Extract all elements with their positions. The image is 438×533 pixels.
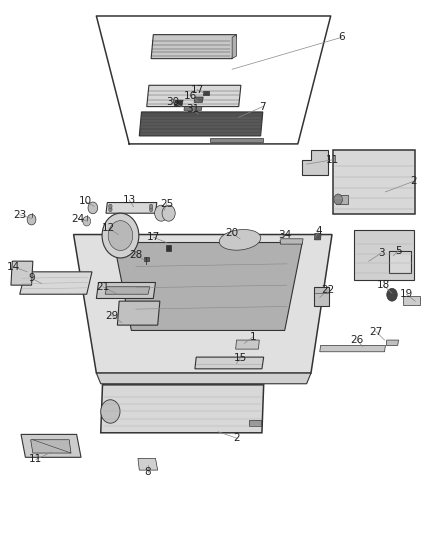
Text: 16: 16: [184, 91, 197, 101]
Text: 15: 15: [233, 353, 247, 363]
Polygon shape: [333, 150, 415, 214]
Polygon shape: [20, 272, 92, 294]
Polygon shape: [147, 85, 241, 107]
Polygon shape: [106, 203, 157, 213]
Polygon shape: [184, 107, 202, 110]
Polygon shape: [336, 195, 348, 204]
Text: 8: 8: [145, 467, 152, 477]
Polygon shape: [105, 287, 150, 294]
Circle shape: [334, 194, 343, 205]
Text: 28: 28: [129, 250, 142, 260]
Circle shape: [102, 213, 139, 258]
Circle shape: [149, 207, 153, 212]
Text: 12: 12: [102, 223, 115, 233]
Circle shape: [101, 400, 120, 423]
Text: 2: 2: [410, 176, 417, 186]
Text: 24: 24: [71, 214, 85, 223]
Text: 10: 10: [79, 197, 92, 206]
Circle shape: [162, 205, 175, 221]
Polygon shape: [166, 245, 171, 251]
Polygon shape: [389, 251, 411, 273]
Polygon shape: [195, 357, 264, 369]
Polygon shape: [232, 35, 237, 59]
Polygon shape: [101, 385, 264, 433]
Circle shape: [109, 204, 112, 208]
Polygon shape: [210, 138, 263, 142]
Ellipse shape: [219, 230, 261, 250]
Text: 17: 17: [191, 85, 204, 94]
Text: 9: 9: [28, 273, 35, 283]
Circle shape: [155, 205, 168, 221]
Circle shape: [387, 288, 397, 301]
Text: 22: 22: [321, 286, 334, 295]
Text: 4: 4: [315, 226, 322, 236]
Text: 31: 31: [186, 104, 199, 114]
Circle shape: [108, 221, 133, 251]
Polygon shape: [31, 440, 71, 453]
Text: 14: 14: [7, 262, 20, 271]
Polygon shape: [249, 420, 261, 426]
Polygon shape: [174, 100, 183, 107]
Circle shape: [109, 207, 112, 212]
Polygon shape: [114, 243, 302, 330]
Text: 11: 11: [325, 155, 339, 165]
Text: 21: 21: [96, 282, 110, 292]
Polygon shape: [96, 282, 155, 298]
Polygon shape: [386, 340, 399, 345]
Text: 29: 29: [105, 311, 118, 320]
Text: 11: 11: [29, 455, 42, 464]
Polygon shape: [354, 230, 414, 280]
Text: 23: 23: [13, 210, 26, 220]
Text: 13: 13: [123, 195, 136, 205]
Polygon shape: [138, 458, 158, 470]
Text: 1: 1: [250, 332, 257, 342]
Polygon shape: [403, 296, 420, 305]
Text: 6: 6: [338, 33, 345, 42]
Circle shape: [88, 202, 98, 214]
Text: 34: 34: [278, 230, 291, 239]
Text: 7: 7: [259, 102, 266, 111]
Text: 5: 5: [395, 246, 402, 255]
Polygon shape: [203, 91, 209, 95]
Circle shape: [27, 214, 36, 225]
Polygon shape: [144, 257, 149, 261]
Text: 25: 25: [160, 199, 173, 208]
Text: 19: 19: [400, 289, 413, 299]
Text: 2: 2: [233, 433, 240, 443]
Polygon shape: [320, 345, 385, 352]
Polygon shape: [96, 373, 311, 384]
Text: 18: 18: [377, 280, 390, 290]
Polygon shape: [151, 35, 237, 59]
Text: 27: 27: [369, 327, 382, 336]
Polygon shape: [280, 239, 303, 244]
Text: 17: 17: [147, 232, 160, 242]
Polygon shape: [236, 340, 259, 349]
Polygon shape: [194, 97, 203, 102]
Polygon shape: [11, 261, 33, 285]
Polygon shape: [314, 287, 329, 306]
Polygon shape: [74, 235, 332, 373]
Text: 26: 26: [350, 335, 364, 345]
Polygon shape: [117, 301, 160, 325]
Polygon shape: [314, 233, 321, 240]
Text: 30: 30: [166, 98, 180, 107]
Text: 3: 3: [378, 248, 385, 258]
Text: 20: 20: [226, 229, 239, 238]
Circle shape: [83, 216, 91, 226]
Polygon shape: [21, 434, 81, 457]
Polygon shape: [139, 112, 263, 136]
Circle shape: [149, 204, 153, 208]
Polygon shape: [302, 150, 328, 175]
